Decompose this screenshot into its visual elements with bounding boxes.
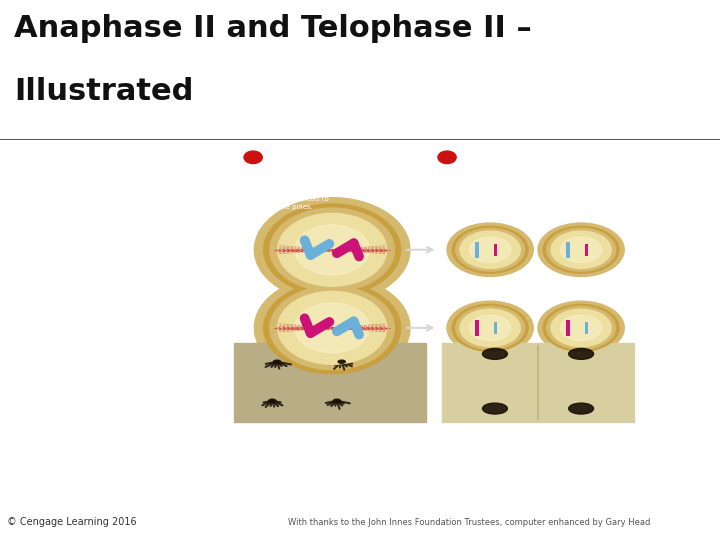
Text: With thanks to the John Innes Foundation Trustees, computer enhanced by Gary Hea: With thanks to the John Innes Foundation… [288, 518, 650, 527]
Ellipse shape [460, 309, 521, 347]
Ellipse shape [551, 309, 611, 347]
Ellipse shape [264, 204, 400, 295]
Ellipse shape [543, 305, 619, 352]
Ellipse shape [482, 403, 508, 414]
Ellipse shape [469, 237, 510, 262]
Ellipse shape [270, 286, 395, 369]
Text: Illustrated: Illustrated [14, 77, 194, 106]
Ellipse shape [460, 231, 521, 268]
Ellipse shape [338, 360, 346, 363]
Ellipse shape [551, 231, 611, 268]
Bar [234, 343, 426, 422]
Bar [585, 322, 588, 334]
Bar [494, 322, 497, 334]
Ellipse shape [254, 198, 410, 302]
Ellipse shape [294, 303, 369, 353]
Ellipse shape [269, 399, 276, 402]
Ellipse shape [438, 151, 456, 164]
Ellipse shape [560, 237, 602, 262]
Ellipse shape [270, 208, 395, 292]
Bar [474, 320, 479, 336]
Ellipse shape [546, 228, 616, 271]
Text: Anaphase II and Telophase II –: Anaphase II and Telophase II – [14, 14, 532, 43]
Bar [566, 320, 570, 336]
Ellipse shape [469, 315, 510, 341]
Ellipse shape [447, 301, 534, 355]
Ellipse shape [569, 403, 593, 414]
Ellipse shape [452, 226, 528, 273]
Ellipse shape [569, 348, 593, 359]
Ellipse shape [278, 213, 387, 286]
Bar [474, 242, 479, 258]
Bar [566, 242, 570, 258]
Text: Anaphase II: Anaphase II [266, 153, 315, 162]
Ellipse shape [294, 225, 369, 275]
Ellipse shape [560, 315, 602, 341]
Ellipse shape [264, 282, 400, 374]
Ellipse shape [538, 223, 624, 276]
Ellipse shape [456, 307, 525, 349]
Ellipse shape [447, 223, 534, 276]
Ellipse shape [333, 399, 341, 402]
Ellipse shape [278, 292, 387, 364]
Ellipse shape [452, 305, 528, 352]
Ellipse shape [244, 151, 262, 164]
Ellipse shape [546, 307, 616, 349]
Ellipse shape [456, 228, 525, 271]
Bar [585, 244, 588, 255]
Ellipse shape [274, 360, 281, 363]
Text: © Cengage Learning 2016: © Cengage Learning 2016 [7, 517, 137, 528]
Text: Telotphase II: Telotphase II [460, 153, 513, 162]
Ellipse shape [538, 301, 624, 355]
Ellipse shape [482, 348, 508, 359]
Text: Sister chromatids
Separate. The now
unduplicated
chromosomes head to
the spindle: Sister chromatids Separate. The now undu… [251, 170, 328, 211]
Ellipse shape [254, 276, 410, 380]
Bar [442, 343, 634, 422]
Ellipse shape [543, 226, 619, 273]
Bar [494, 244, 497, 255]
